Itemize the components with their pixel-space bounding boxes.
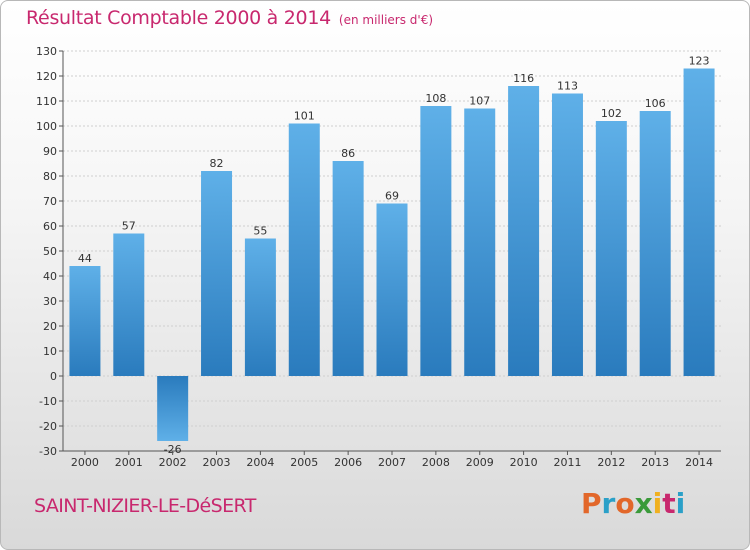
city-name: SAINT-NIZIER-LE-DéSERT bbox=[34, 495, 256, 517]
y-tick-label: 70 bbox=[43, 195, 57, 208]
y-tick-label: 110 bbox=[36, 95, 57, 108]
x-tick-label: 2006 bbox=[334, 456, 362, 469]
x-tick-label: 2011 bbox=[553, 456, 581, 469]
bar bbox=[683, 68, 715, 376]
bar bbox=[157, 376, 189, 441]
bar bbox=[420, 106, 452, 376]
bar-value-label: 102 bbox=[601, 107, 622, 120]
x-tick-label: 2007 bbox=[378, 456, 406, 469]
x-tick-label: 2000 bbox=[71, 456, 99, 469]
bar bbox=[113, 233, 145, 376]
logo-letter: i bbox=[652, 487, 663, 520]
x-tick-label: 2014 bbox=[685, 456, 713, 469]
logo-letter: x bbox=[634, 487, 653, 520]
bar-value-label: 107 bbox=[469, 95, 490, 108]
y-tick-label: 10 bbox=[43, 345, 57, 358]
logo-letter: t bbox=[662, 487, 676, 520]
x-tick-label: 2004 bbox=[246, 456, 274, 469]
bar-value-label: 123 bbox=[689, 55, 710, 68]
bar-value-label: 44 bbox=[78, 252, 92, 265]
x-tick-label: 2012 bbox=[597, 456, 625, 469]
logo-letter: P bbox=[581, 487, 602, 520]
y-tick-label: -20 bbox=[39, 420, 57, 433]
bar-value-label: 86 bbox=[341, 147, 355, 160]
bar bbox=[332, 161, 364, 376]
bar bbox=[551, 93, 583, 376]
bar bbox=[508, 86, 540, 376]
bar bbox=[69, 266, 101, 376]
y-tick-label: 30 bbox=[43, 295, 57, 308]
bar-value-label: 113 bbox=[557, 80, 578, 93]
chart-title: Résultat Comptable 2000 à 2014 (en millie… bbox=[26, 7, 433, 29]
chart-title-text: Résultat Comptable 2000 à 2014 bbox=[26, 7, 331, 29]
chart-unit-label: (en milliers d'€) bbox=[338, 13, 434, 27]
proxiti-logo: Proxiti bbox=[581, 487, 685, 520]
x-tick-label: 2002 bbox=[159, 456, 187, 469]
x-tick-label: 2001 bbox=[115, 456, 143, 469]
y-tick-label: 40 bbox=[43, 270, 57, 283]
bar-value-label: 101 bbox=[294, 110, 315, 123]
x-tick-label: 2008 bbox=[422, 456, 450, 469]
bar-value-label: 82 bbox=[210, 157, 224, 170]
bar bbox=[288, 123, 320, 376]
bar bbox=[201, 171, 233, 376]
bar-value-label: 116 bbox=[513, 72, 534, 85]
y-tick-label: 130 bbox=[36, 45, 57, 58]
y-tick-label: 60 bbox=[43, 220, 57, 233]
bar bbox=[376, 203, 408, 376]
y-tick-label: 80 bbox=[43, 170, 57, 183]
bar bbox=[595, 121, 627, 376]
logo-letter: r bbox=[601, 487, 616, 520]
y-tick-label: 20 bbox=[43, 320, 57, 333]
y-tick-label: 90 bbox=[43, 145, 57, 158]
bar-value-label: 57 bbox=[122, 220, 136, 233]
y-tick-label: 120 bbox=[36, 70, 57, 83]
bar bbox=[639, 111, 671, 376]
y-tick-label: -10 bbox=[39, 395, 57, 408]
x-tick-label: 2003 bbox=[203, 456, 231, 469]
logo-letter: o bbox=[615, 487, 635, 520]
x-tick-label: 2009 bbox=[466, 456, 494, 469]
x-tick-label: 2005 bbox=[290, 456, 318, 469]
y-tick-label: 0 bbox=[50, 370, 57, 383]
y-tick-label: 100 bbox=[36, 120, 57, 133]
bar-value-label: 69 bbox=[385, 190, 399, 203]
bar-value-label: 55 bbox=[253, 225, 267, 238]
x-tick-label: 2010 bbox=[510, 456, 538, 469]
bar-value-label: 108 bbox=[425, 92, 446, 105]
y-tick-label: 50 bbox=[43, 245, 57, 258]
x-tick-label: 2013 bbox=[641, 456, 669, 469]
bar bbox=[464, 108, 496, 376]
bar-value-label: 106 bbox=[645, 97, 666, 110]
bar-value-label: -26 bbox=[164, 443, 182, 456]
bar bbox=[244, 238, 276, 376]
y-tick-label: -30 bbox=[39, 445, 57, 458]
logo-letter: i bbox=[675, 487, 686, 520]
